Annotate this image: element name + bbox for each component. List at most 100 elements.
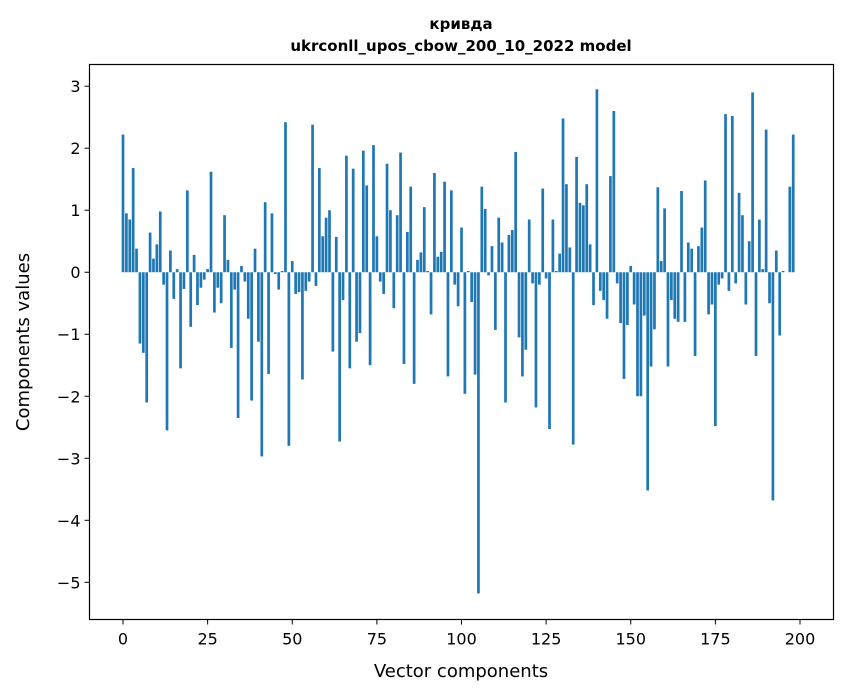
bar-190 <box>764 129 768 273</box>
bar-33 <box>233 272 237 290</box>
bar-88 <box>419 252 423 273</box>
bar-109 <box>490 246 494 273</box>
bar-24 <box>202 272 206 280</box>
bar-47 <box>280 271 284 273</box>
x-axis-label: Vector components <box>374 661 548 682</box>
bar-72 <box>365 185 369 273</box>
bar-164 <box>676 272 680 322</box>
bar-184 <box>744 272 748 305</box>
bar-68 <box>351 168 355 273</box>
bar-176 <box>717 272 721 285</box>
bar-122 <box>534 272 538 408</box>
bar-25 <box>206 269 209 273</box>
bar-183 <box>741 215 744 273</box>
bar-125 <box>544 272 548 279</box>
bar-156 <box>649 272 653 367</box>
bar-55 <box>307 272 311 282</box>
bar-32 <box>229 272 233 348</box>
bar-36 <box>243 272 247 282</box>
bar-195 <box>781 271 785 273</box>
bar-61 <box>328 210 331 273</box>
bar-62 <box>331 272 335 352</box>
bar-1 <box>125 213 128 273</box>
bar-146 <box>615 272 619 284</box>
bar-198 <box>791 134 795 273</box>
bar-105 <box>477 272 480 594</box>
bar-169 <box>693 272 697 356</box>
bar-172 <box>703 180 707 273</box>
bar-71 <box>361 150 365 273</box>
bar-series <box>121 89 795 594</box>
bar-38 <box>250 272 253 401</box>
bar-53 <box>301 272 304 380</box>
bar-174 <box>710 272 714 305</box>
bar-27 <box>213 272 216 313</box>
bar-63 <box>334 236 338 273</box>
bar-23 <box>199 272 203 288</box>
bar-96 <box>446 272 450 377</box>
bar-82 <box>399 152 402 273</box>
bar-131 <box>565 184 568 273</box>
bar-91 <box>429 272 433 315</box>
bar-158 <box>656 187 660 273</box>
bar-197 <box>788 186 792 273</box>
y-tick-label: −2 <box>57 387 81 406</box>
bar-153 <box>639 272 643 397</box>
bar-21 <box>192 254 196 273</box>
bar-19 <box>185 190 189 273</box>
bar-110 <box>493 272 497 330</box>
bar-113 <box>504 272 507 403</box>
bar-75 <box>375 236 379 273</box>
bar-12 <box>162 272 165 285</box>
x-tick-label: 100 <box>446 630 477 649</box>
bar-46 <box>277 272 281 290</box>
bar-79 <box>389 210 392 273</box>
y-tick-label: 0 <box>70 263 80 282</box>
bar-22 <box>196 272 199 306</box>
bar-138 <box>588 244 592 273</box>
bar-135 <box>578 202 582 273</box>
bar-9 <box>152 258 155 273</box>
bar-5 <box>138 272 142 344</box>
bar-133 <box>571 272 575 445</box>
bar-191 <box>768 272 771 304</box>
bar-154 <box>642 272 646 316</box>
bar-175 <box>714 272 717 427</box>
bar-129 <box>558 253 562 273</box>
bar-141 <box>598 272 602 291</box>
y-tick-label: −3 <box>57 449 81 468</box>
bar-77 <box>382 272 385 294</box>
bar-193 <box>774 250 778 273</box>
y-tick-label: 2 <box>70 139 80 158</box>
bar-177 <box>720 272 724 279</box>
bar-83 <box>402 272 406 365</box>
x-tick-label: 0 <box>118 630 128 649</box>
bar-181 <box>734 272 738 284</box>
bar-3 <box>131 168 135 273</box>
bar-178 <box>724 114 727 273</box>
bar-8 <box>148 232 152 273</box>
bar-162 <box>670 272 673 301</box>
bar-58 <box>317 168 321 273</box>
y-tick-label: −1 <box>57 325 81 344</box>
bar-192 <box>771 272 775 501</box>
bar-182 <box>737 192 741 273</box>
bar-130 <box>561 118 565 273</box>
y-axis-label: Components values <box>13 253 34 431</box>
bar-111 <box>497 217 501 273</box>
bar-7 <box>145 272 149 403</box>
bar-30 <box>223 215 226 273</box>
bar-80 <box>392 272 396 309</box>
bar-173 <box>707 272 710 315</box>
bar-180 <box>730 115 734 273</box>
bar-40 <box>257 272 260 342</box>
bar-188 <box>758 219 761 273</box>
bar-90 <box>426 271 430 273</box>
bar-147 <box>619 272 622 324</box>
bar-15 <box>172 272 176 299</box>
bar-118 <box>521 272 524 377</box>
bar-161 <box>666 272 670 367</box>
bar-148 <box>622 272 626 379</box>
bar-37 <box>246 272 250 319</box>
bar-6 <box>141 272 145 353</box>
